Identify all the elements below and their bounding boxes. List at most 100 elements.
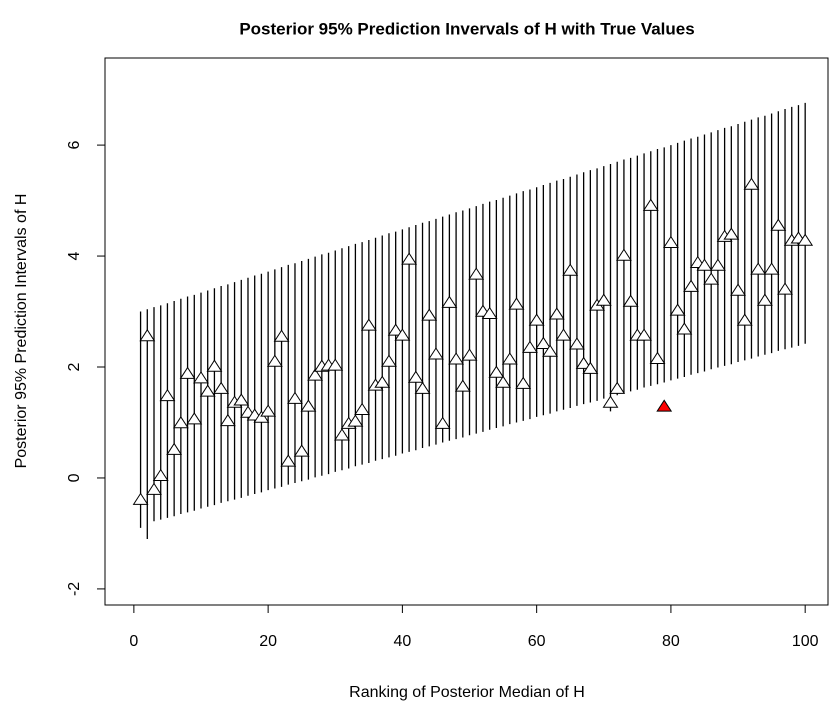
- true-value-marker: [219, 413, 236, 427]
- true-value-marker: [300, 399, 317, 412]
- true-value-marker: [756, 293, 773, 306]
- true-value-marker: [152, 468, 169, 481]
- y-tick-label: 4: [66, 252, 83, 261]
- true-value-marker: [662, 235, 679, 248]
- y-tick-label: -2: [66, 582, 83, 596]
- true-value-marker: [401, 252, 418, 265]
- true-value-marker: [676, 322, 693, 335]
- true-value-marker: [642, 198, 659, 211]
- chart-title: Posterior 95% Prediction Invervals of H …: [239, 19, 694, 38]
- true-value-marker: [743, 177, 760, 190]
- true-value-marker: [293, 444, 310, 457]
- true-value-marker: [132, 492, 149, 505]
- y-axis-label: Posterior 95% Prediction Intervals of H: [13, 194, 30, 469]
- true-value-marker: [703, 272, 720, 285]
- true-value-marker: [495, 375, 512, 388]
- true-value-marker: [777, 282, 793, 295]
- true-value-marker: [179, 366, 196, 379]
- true-value-marker: [381, 354, 397, 367]
- true-value-marker: [414, 381, 431, 394]
- true-value-marker: [421, 308, 438, 321]
- x-tick-label: 100: [792, 633, 819, 650]
- true-value-marker: [213, 381, 230, 394]
- true-value-marker: [562, 263, 579, 276]
- true-value-marker: [501, 352, 518, 365]
- true-value-marker: [273, 329, 290, 342]
- true-value-marker: [387, 323, 404, 336]
- true-value-marker: [374, 375, 391, 388]
- true-value-marker: [394, 328, 411, 341]
- true-value-marker: [730, 283, 746, 296]
- x-axis-label: Ranking of Posterior Median of H: [349, 684, 585, 701]
- true-value-marker: [448, 352, 465, 365]
- true-value-marker: [770, 218, 787, 231]
- plot-frame: [104, 57, 829, 606]
- true-value-marker: [535, 336, 552, 349]
- true-value-marker: [468, 267, 485, 280]
- true-value-marker: [407, 370, 424, 383]
- true-value-marker: [656, 399, 673, 412]
- true-value-marker: [428, 347, 444, 360]
- true-value-marker: [622, 294, 639, 307]
- x-tick-label: 20: [259, 633, 277, 650]
- true-value-marker: [508, 297, 525, 310]
- true-value-marker: [327, 358, 344, 371]
- true-value-marker: [481, 306, 498, 320]
- x-tick-label: 40: [393, 633, 411, 650]
- true-value-marker: [609, 381, 626, 394]
- true-value-marker: [206, 359, 223, 372]
- true-value-marker: [139, 328, 156, 342]
- true-value-marker: [709, 258, 726, 271]
- true-value-marker: [166, 442, 183, 455]
- true-value-marker: [172, 416, 189, 429]
- true-value-marker: [797, 233, 814, 246]
- x-tick-label: 60: [528, 633, 546, 650]
- true-value-marker: [723, 227, 740, 240]
- true-value-marker: [193, 371, 209, 384]
- true-value-marker: [454, 379, 471, 392]
- true-value-marker: [569, 337, 585, 350]
- true-value-marker: [616, 248, 632, 261]
- true-value-marker: [441, 295, 458, 308]
- true-value-marker: [334, 428, 350, 441]
- true-value-marker: [354, 402, 371, 415]
- true-value-marker: [233, 393, 250, 406]
- true-value-marker: [683, 279, 699, 292]
- true-value-marker: [548, 307, 565, 320]
- true-value-marker: [763, 262, 780, 275]
- true-value-marker: [488, 365, 505, 378]
- y-tick-label: 0: [66, 473, 83, 482]
- true-value-marker: [347, 414, 364, 427]
- true-value-marker: [696, 258, 713, 271]
- x-tick-label: 80: [662, 633, 680, 650]
- true-value-marker: [434, 416, 451, 429]
- true-value-marker: [280, 454, 297, 467]
- true-value-marker: [528, 313, 545, 326]
- true-value-marker: [750, 262, 767, 275]
- true-value-marker: [602, 395, 619, 408]
- true-value-marker: [260, 404, 277, 417]
- true-value-marker: [636, 328, 652, 341]
- true-value-marker: [199, 384, 216, 397]
- true-value-marker: [186, 412, 203, 425]
- true-value-marker: [649, 351, 666, 364]
- true-value-marker: [307, 368, 324, 381]
- true-value-marker: [582, 361, 599, 374]
- true-value-marker: [461, 348, 478, 361]
- x-tick-label: 0: [129, 633, 138, 650]
- y-tick-label: 6: [66, 141, 83, 150]
- true-value-marker: [736, 313, 753, 326]
- y-tick-label: 2: [66, 362, 83, 371]
- true-value-marker: [146, 482, 162, 495]
- true-value-marker: [575, 356, 592, 369]
- true-value-marker: [515, 376, 532, 389]
- true-value-marker: [555, 328, 572, 341]
- true-value-marker: [287, 391, 303, 404]
- true-value-marker: [542, 344, 558, 357]
- true-value-marker: [669, 303, 686, 316]
- true-value-marker: [360, 318, 377, 331]
- true-value-marker: [253, 410, 270, 423]
- true-value-marker: [522, 340, 538, 353]
- true-value-marker: [595, 293, 612, 306]
